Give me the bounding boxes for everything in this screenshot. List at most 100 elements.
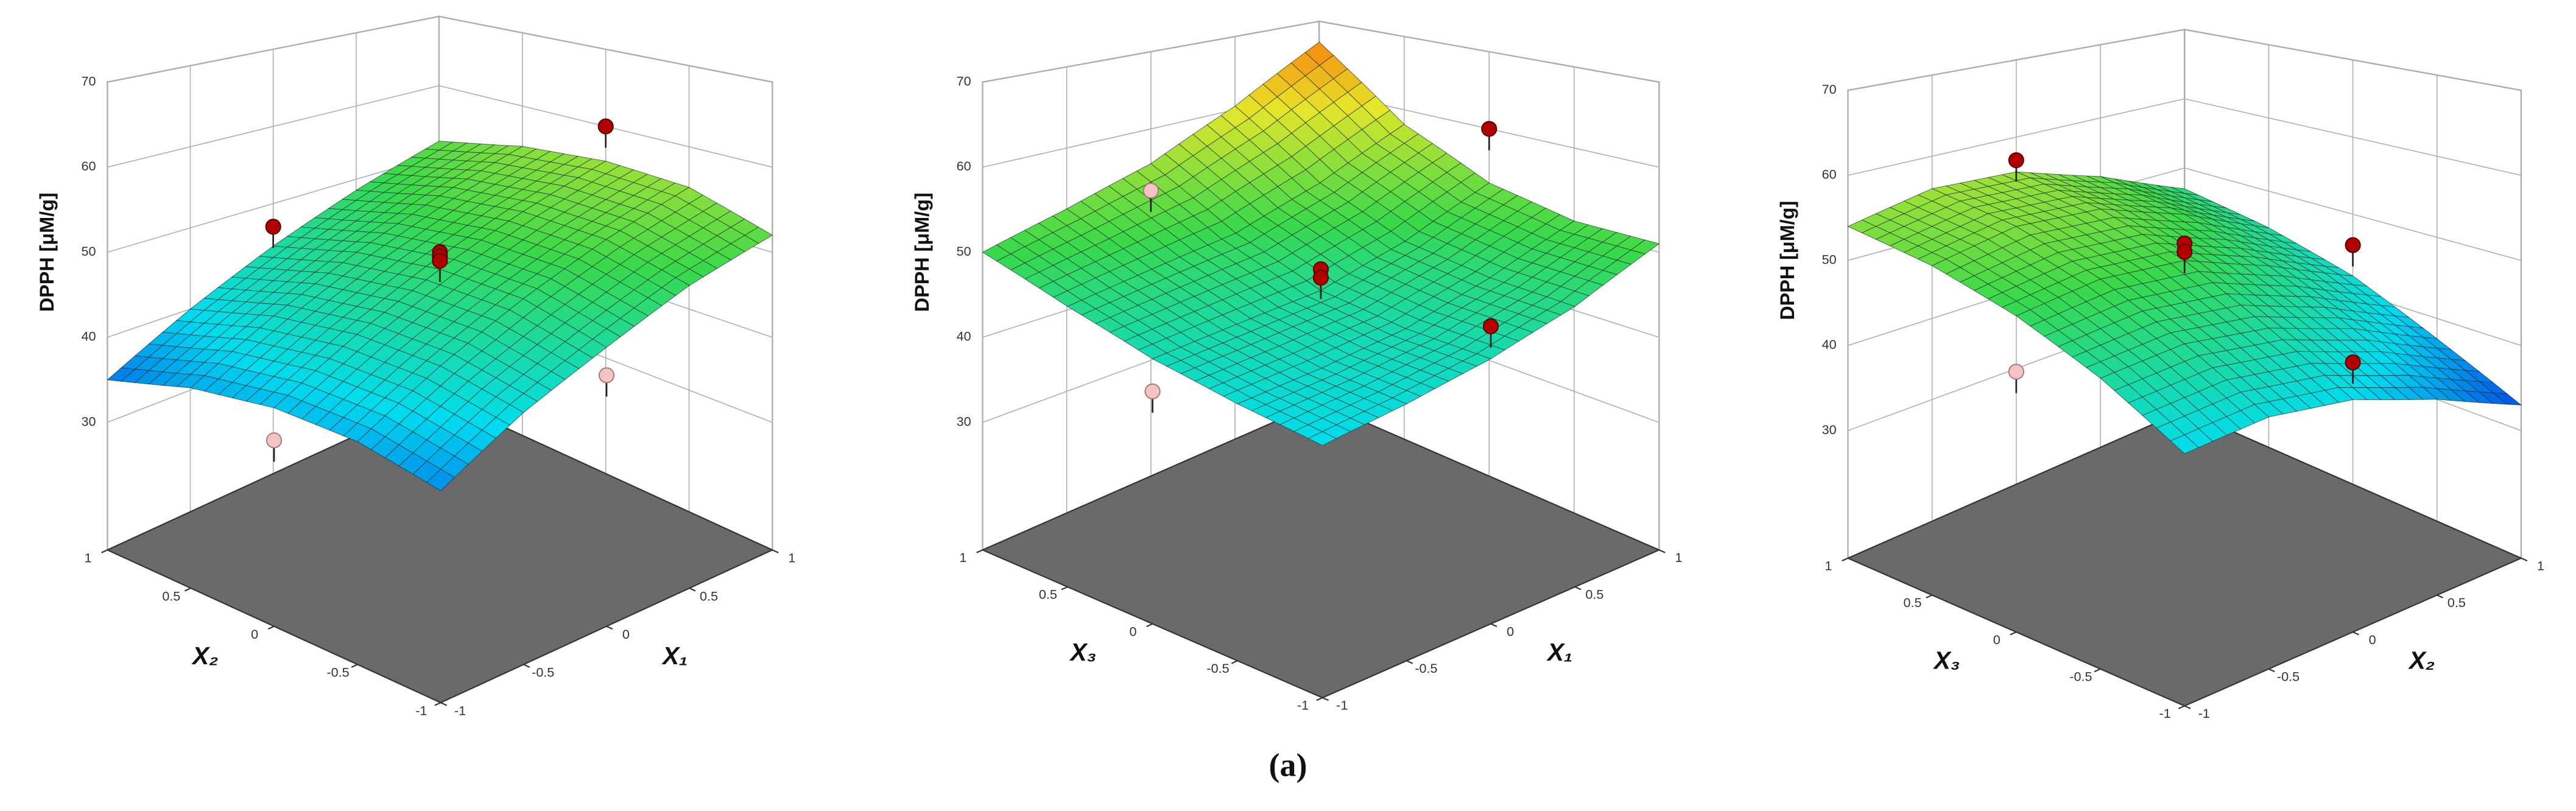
design-point — [1142, 182, 1159, 199]
z-tick-label: 50 — [81, 244, 96, 259]
surface-patch — [355, 141, 524, 197]
y-tick — [434, 702, 442, 706]
surface-patch — [1152, 324, 1323, 404]
surface-patch — [982, 208, 1153, 307]
surface-patch — [190, 315, 358, 409]
design-point — [2008, 363, 2024, 380]
y-tick-label: 0.5 — [1904, 595, 1922, 610]
x-tick — [2521, 557, 2528, 562]
x-axis-title: X₁ — [661, 642, 688, 670]
surface-patch — [357, 365, 524, 491]
z-tick-label: 40 — [1822, 337, 1837, 352]
surface-patch — [2183, 260, 2354, 329]
y-tick — [2094, 668, 2101, 673]
design-point — [1481, 121, 1497, 137]
y-axis-title: X₂ — [191, 642, 218, 670]
z-tick-label: 60 — [81, 158, 96, 174]
y-tick — [976, 549, 983, 553]
design-point — [598, 367, 615, 384]
x-tick-label: -0.5 — [2277, 669, 2300, 684]
y-tick — [1926, 594, 1933, 599]
surface-patch — [273, 334, 441, 442]
y-tick-label: 0 — [1993, 632, 2001, 647]
x-tick — [2353, 631, 2359, 636]
surface-patch — [1234, 41, 1405, 183]
z-tick-label: 30 — [81, 413, 96, 429]
x-tick — [523, 664, 530, 668]
x-tick — [772, 549, 779, 553]
surface-patch — [2184, 328, 2354, 418]
surface-patch — [2268, 328, 2438, 401]
z-tick-label: 50 — [1822, 251, 1837, 267]
surface-cell — [2170, 434, 2200, 454]
y-tick-label: -0.5 — [326, 665, 349, 680]
y-tick — [1146, 623, 1153, 627]
x-axis-title: X₂ — [2408, 647, 2435, 675]
x-axis-title: X₁ — [1546, 638, 1572, 666]
z-tick-label: 40 — [81, 329, 96, 344]
y-tick-label: -0.5 — [1206, 661, 1229, 676]
z-tick-label: 50 — [957, 244, 971, 259]
design-point — [2177, 244, 2193, 260]
x-tick-label: 0 — [622, 627, 630, 642]
surface-patch — [272, 189, 441, 253]
x-tick-label: 0.5 — [2448, 595, 2466, 610]
x-tick — [2184, 705, 2191, 709]
y-tick — [1231, 660, 1238, 664]
z-tick-label: 70 — [1822, 82, 1837, 97]
y-tick-label: 1 — [1825, 558, 1832, 574]
surface-patch — [2015, 278, 2186, 379]
x-tick-label: -0.5 — [532, 665, 554, 680]
y-tick — [2010, 631, 2017, 636]
y-tick — [184, 587, 191, 592]
x-tick — [1574, 586, 1582, 591]
surface-patch — [1319, 124, 1490, 242]
surface-patch — [1321, 328, 1492, 404]
surface-patch — [1236, 368, 1407, 446]
x-tick-label: -1 — [1336, 698, 1348, 713]
design-point — [1312, 270, 1329, 286]
y-tick-label: -0.5 — [2069, 669, 2092, 684]
surface-cell — [1307, 431, 1337, 446]
y-tick-label: 1 — [84, 550, 91, 566]
design-point — [1482, 318, 1499, 335]
y-tick-label: -1 — [415, 703, 427, 718]
y-tick-label: 1 — [959, 550, 966, 565]
surface-patch — [1405, 277, 1576, 359]
surface-patch — [107, 309, 275, 388]
surface-patch — [1931, 171, 2102, 227]
x-tick-label: -1 — [454, 703, 466, 718]
y-tick — [1842, 557, 1848, 562]
y-tick-label: 0.5 — [1039, 587, 1057, 602]
x-tick-label: 0 — [2369, 632, 2376, 647]
surface-patch — [2351, 328, 2522, 406]
design-point — [2008, 152, 2024, 169]
x-tick — [2437, 594, 2444, 599]
z-tick-label: 30 — [1822, 422, 1837, 437]
z-axis-title: DPPH [μM/g] — [36, 192, 58, 312]
x-tick-label: -0.5 — [1415, 661, 1437, 676]
z-tick-label: 70 — [957, 74, 971, 89]
x-tick — [606, 625, 613, 630]
design-point — [1144, 383, 1161, 399]
y-tick-label: -1 — [1297, 698, 1309, 713]
y-tick — [2178, 705, 2185, 709]
y-tick — [1316, 697, 1323, 701]
x-tick — [440, 702, 447, 706]
surface-patch — [356, 269, 524, 367]
x-tick — [1658, 549, 1666, 553]
design-point — [2345, 354, 2361, 371]
y-tick — [351, 664, 358, 668]
surface-patch — [1151, 233, 1321, 325]
z-tick-label: 60 — [957, 158, 971, 174]
x-tick-label: 1 — [2537, 558, 2544, 574]
surface-patch — [356, 195, 524, 270]
design-point — [432, 253, 448, 269]
caption: (a) — [1269, 746, 1307, 783]
surface-patch — [2184, 214, 2353, 276]
z-axis-title: DPPH [μM/g] — [911, 192, 933, 312]
z-tick-label: 40 — [957, 329, 971, 344]
x-tick-label: 0.5 — [700, 588, 718, 603]
